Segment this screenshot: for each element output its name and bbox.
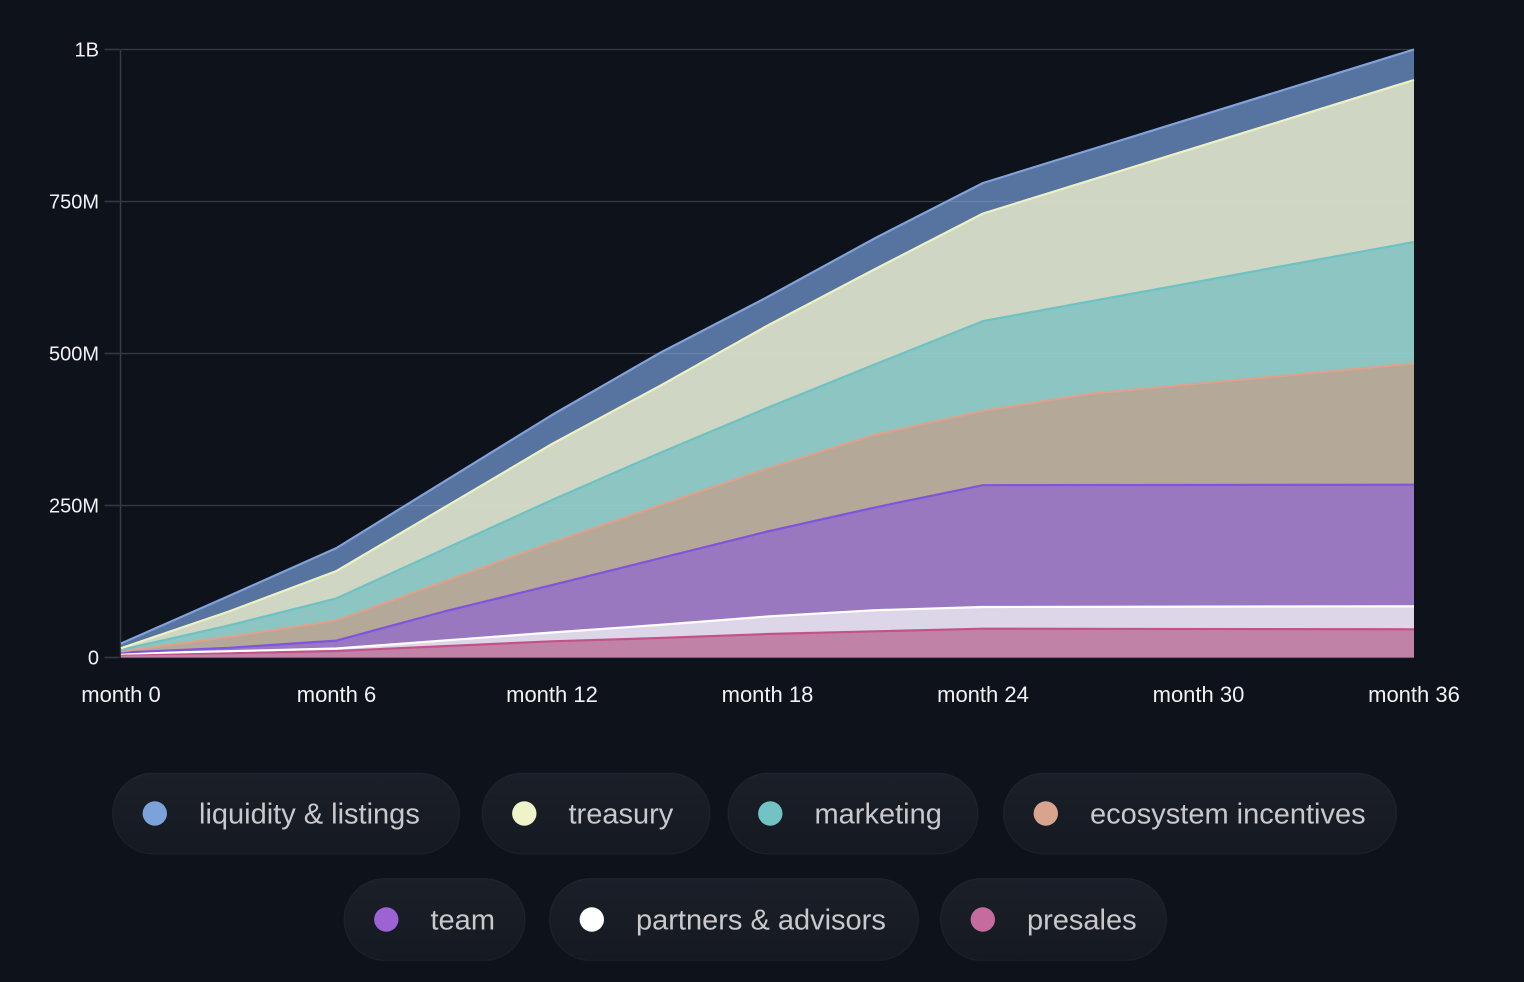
svg-text:presales: presales (1027, 905, 1137, 937)
svg-text:marketing: marketing (815, 799, 942, 831)
svg-text:ecosystem incentives: ecosystem incentives (1090, 799, 1366, 831)
svg-text:month 0: month 0 (81, 682, 161, 707)
svg-text:month 36: month 36 (1368, 682, 1460, 707)
svg-text:1B: 1B (75, 40, 99, 62)
svg-text:month 30: month 30 (1153, 682, 1245, 707)
svg-text:0: 0 (88, 648, 99, 670)
svg-text:team: team (431, 905, 495, 937)
svg-text:treasury: treasury (569, 799, 674, 831)
svg-text:500M: 500M (49, 344, 99, 366)
svg-text:250M: 250M (49, 496, 99, 518)
svg-text:liquidity & listings: liquidity & listings (199, 799, 420, 831)
svg-text:month 6: month 6 (297, 682, 377, 707)
svg-text:month 12: month 12 (506, 682, 598, 707)
svg-text:month 18: month 18 (722, 682, 814, 707)
svg-text:750M: 750M (49, 192, 99, 214)
svg-text:partners & advisors: partners & advisors (636, 905, 886, 937)
svg-text:month 24: month 24 (937, 682, 1029, 707)
